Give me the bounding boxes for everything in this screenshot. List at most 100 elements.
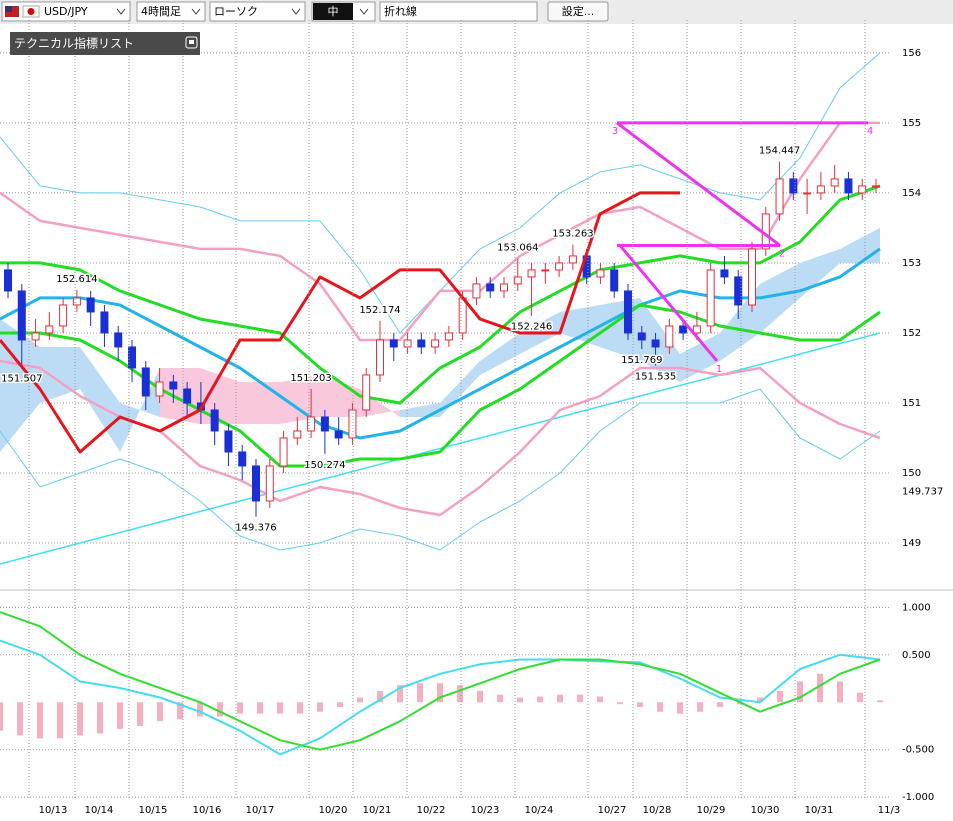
histogram-bar bbox=[637, 702, 643, 707]
line-type-field[interactable]: 折れ線 bbox=[379, 1, 538, 22]
candle-body bbox=[348, 409, 357, 439]
x-tick-label: 10/30 bbox=[751, 805, 780, 816]
size-select[interactable]: 中 bbox=[311, 1, 376, 22]
cloud-segment bbox=[280, 374, 320, 424]
histogram-bar bbox=[317, 702, 323, 712]
settings-button[interactable]: 設定... bbox=[547, 1, 609, 22]
candle-body bbox=[417, 339, 426, 348]
y-tick-label: 156 bbox=[902, 48, 921, 59]
histogram-bar bbox=[877, 700, 883, 703]
candle-body bbox=[238, 451, 247, 467]
indicator-line bbox=[0, 121, 880, 342]
histogram-bar bbox=[617, 702, 623, 705]
candle-body bbox=[4, 269, 12, 292]
candle-body bbox=[252, 465, 260, 502]
x-tick-label: 10/23 bbox=[471, 805, 500, 816]
histogram-bar bbox=[0, 702, 3, 731]
price-annotation: 152.614 bbox=[56, 274, 97, 285]
symbol-select[interactable]: USD/JPY bbox=[1, 1, 131, 22]
histogram-bar bbox=[137, 702, 143, 726]
y-tick-label: 154 bbox=[902, 188, 921, 199]
drawing-point-label: 1 bbox=[716, 364, 722, 375]
indicator-line bbox=[0, 388, 881, 551]
candle-body bbox=[789, 178, 798, 194]
y-tick-label: 149 bbox=[902, 538, 921, 549]
candle-body bbox=[45, 325, 54, 334]
candle-body bbox=[31, 332, 40, 341]
candle-body bbox=[734, 276, 743, 306]
indicator-panel-title: テクニカル指標リスト bbox=[14, 36, 134, 51]
cloud-segment bbox=[760, 262, 800, 333]
histogram-bar bbox=[177, 702, 183, 720]
x-tick-label: 10/28 bbox=[643, 805, 672, 816]
candle-body bbox=[183, 388, 192, 404]
candle-body bbox=[59, 304, 68, 327]
indicator-panel[interactable]: テクニカル指標リスト bbox=[10, 32, 200, 55]
candle-body bbox=[265, 465, 274, 502]
plot-background bbox=[0, 24, 953, 821]
histogram-bar bbox=[457, 685, 463, 703]
candle-body bbox=[307, 416, 316, 432]
candle-body bbox=[293, 430, 302, 439]
histogram-bar bbox=[237, 702, 243, 714]
cloud-segment bbox=[160, 367, 200, 424]
x-tick-label: 11/3 bbox=[878, 805, 900, 816]
x-tick-label: 10/24 bbox=[525, 805, 554, 816]
histogram-bar bbox=[717, 702, 723, 707]
candle-body bbox=[665, 325, 674, 348]
trend-line bbox=[616, 121, 781, 247]
y-tick-label: -0.500 bbox=[902, 745, 934, 756]
histogram-bar bbox=[797, 681, 803, 703]
histogram-bar bbox=[497, 694, 503, 703]
candle-body bbox=[403, 339, 412, 348]
candle-body bbox=[444, 332, 453, 341]
candle-body bbox=[679, 325, 688, 334]
timeframe-text: 4時間足 bbox=[141, 5, 181, 18]
chart-layer: 149 150 151 152 153 154 155 156 152.614 151.507 15… bbox=[0, 20, 953, 816]
candle-body bbox=[624, 290, 632, 334]
histogram-bar bbox=[17, 702, 23, 736]
cloud-segment bbox=[320, 374, 360, 417]
histogram-bar bbox=[257, 702, 263, 714]
candle-body bbox=[279, 437, 288, 467]
candle-body bbox=[210, 409, 219, 432]
panel-icon bbox=[185, 36, 198, 49]
candle-body bbox=[224, 430, 233, 453]
cloud-segment bbox=[240, 381, 280, 424]
price-annotation: 153.064 bbox=[497, 242, 538, 253]
histogram-bar bbox=[757, 697, 763, 703]
histogram-bar bbox=[357, 697, 363, 703]
histogram-bar bbox=[397, 685, 403, 703]
histogram-bar bbox=[517, 697, 523, 703]
indicator-line bbox=[0, 184, 881, 405]
candle-body bbox=[100, 311, 109, 334]
candle-body bbox=[472, 283, 481, 299]
y-tick-label: 155 bbox=[902, 118, 921, 129]
price-annotation: 151.769 bbox=[621, 355, 662, 366]
candle-body bbox=[128, 346, 136, 369]
chart-style-text: ローソク bbox=[214, 5, 258, 18]
price-marker-label: 149.737 bbox=[902, 486, 943, 497]
y-tick-label: 0.500 bbox=[902, 650, 931, 661]
price-annotation: 152.246 bbox=[511, 322, 552, 333]
x-tick-label: 10/21 bbox=[363, 805, 392, 816]
histogram-bar bbox=[277, 702, 283, 714]
x-tick-label: 10/16 bbox=[193, 805, 222, 816]
candle-body bbox=[389, 339, 398, 348]
histogram-bar bbox=[857, 692, 863, 703]
trend-line bbox=[618, 244, 719, 362]
candle-body bbox=[872, 185, 880, 188]
drawing-point-label: 3 bbox=[612, 126, 618, 137]
timeframe-select[interactable]: 4時間足 bbox=[136, 1, 206, 22]
x-tick-label: 10/29 bbox=[697, 805, 726, 816]
histogram-bar bbox=[297, 702, 303, 714]
drawing-point-label: 4 bbox=[867, 126, 873, 137]
histogram-bar bbox=[77, 702, 83, 736]
y-tick-label: 153 bbox=[902, 258, 921, 269]
candle-body bbox=[568, 255, 577, 264]
chart-style-select[interactable]: ローソク bbox=[209, 1, 306, 22]
y-tick-label: -1.000 bbox=[902, 792, 934, 803]
cloud-segment bbox=[800, 248, 840, 298]
histogram-bar bbox=[837, 681, 843, 703]
panel-icon-inner bbox=[189, 40, 194, 44]
